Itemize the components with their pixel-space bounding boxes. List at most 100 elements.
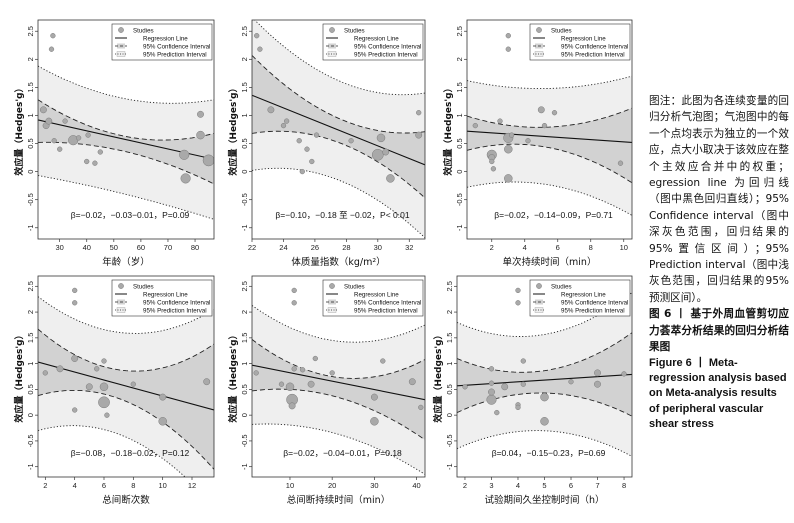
study-bubble bbox=[45, 117, 53, 125]
legend-regression-label: Regression Line bbox=[561, 291, 606, 298]
study-bubble bbox=[488, 380, 495, 386]
study-bubble bbox=[85, 132, 91, 138]
study-bubble bbox=[312, 355, 318, 362]
x-tick-label: 4 bbox=[516, 481, 520, 490]
study-bubble bbox=[285, 382, 295, 392]
y-axis-label: 效应量（Hedges'g） bbox=[432, 330, 444, 422]
study-bubble bbox=[291, 287, 297, 294]
legend-ci-label: 95% Confidence Interval bbox=[561, 43, 628, 50]
study-bubble bbox=[299, 168, 305, 175]
x-tick-label: 28 bbox=[342, 243, 350, 252]
study-bubble bbox=[515, 404, 521, 411]
legend-pi-label: 95% Prediction Interval bbox=[354, 51, 418, 58]
study-bubble bbox=[39, 106, 47, 114]
x-tick-label: 4 bbox=[523, 243, 527, 252]
study-bubble bbox=[490, 166, 497, 172]
study-bubble bbox=[594, 380, 601, 388]
y-tick-label: 1 bbox=[455, 113, 464, 117]
legend-pi-label: 95% Prediction Interval bbox=[561, 307, 625, 314]
confidence-interval-band bbox=[457, 332, 632, 417]
study-bubble bbox=[329, 370, 335, 376]
confidence-interval-band bbox=[38, 329, 214, 470]
legend-ci-label: 95% Confidence Interval bbox=[561, 299, 628, 306]
confidence-upper-line bbox=[38, 99, 214, 141]
y-tick-label: -1 bbox=[240, 463, 249, 470]
regression-line bbox=[38, 361, 214, 411]
x-tick-label: 6 bbox=[102, 481, 106, 490]
study-bubble bbox=[71, 355, 79, 362]
y-tick-label: 1 bbox=[240, 113, 249, 117]
y-tick-label: 0.5 bbox=[445, 384, 454, 394]
y-tick-label: 0 bbox=[26, 413, 35, 417]
study-bubble bbox=[515, 300, 521, 306]
axes-frame bbox=[251, 19, 426, 240]
y-tick-label: -0.5 bbox=[455, 193, 464, 206]
study-bubble bbox=[196, 130, 205, 140]
study-bubble bbox=[283, 118, 290, 124]
caption-title-zh: 图 6 丨 基于外周血管剪切应力荟萃分析结果的回归分析结果图 bbox=[649, 308, 789, 354]
y-tick-label: 1 bbox=[26, 113, 35, 117]
y-tick-label: 2 bbox=[240, 57, 249, 61]
y-tick-label: 2 bbox=[26, 310, 35, 314]
x-tick-label: 6 bbox=[569, 481, 573, 490]
panel-4: 2 4 6 8 10 12 -1 -0.5 0 0.5 1 1.5 2 2.5 总间断次数 效应量（Hedge… bbox=[13, 275, 215, 506]
y-tick-label: 2 bbox=[26, 57, 35, 61]
study-bubble bbox=[180, 173, 191, 184]
confidence-lower-line bbox=[252, 388, 425, 441]
legend-studies-label: Studies bbox=[133, 283, 154, 290]
legend-studies-label: Studies bbox=[551, 283, 572, 290]
study-bubble bbox=[617, 160, 624, 166]
legend-pi-label: 95% Prediction Interval bbox=[143, 51, 207, 58]
regression-line bbox=[457, 373, 632, 387]
axes-frame bbox=[37, 19, 215, 240]
regression-stats: β=−0.10，−0.18 至 −0.02，P< 0.01 bbox=[275, 210, 409, 220]
y-tick-label: 2.5 bbox=[445, 281, 454, 291]
study-bubble bbox=[288, 402, 296, 410]
study-bubble bbox=[197, 110, 204, 118]
study-bubble bbox=[98, 396, 110, 409]
study-bubble bbox=[494, 409, 500, 416]
study-bubble bbox=[304, 146, 310, 152]
x-tick-label: 3 bbox=[489, 481, 493, 490]
x-tick-label: 4 bbox=[73, 481, 77, 490]
y-tick-label: 0 bbox=[240, 170, 249, 174]
confidence-interval-band bbox=[467, 108, 632, 183]
study-bubble bbox=[51, 138, 57, 144]
y-axis-label: 效应量（Hedges'g） bbox=[13, 83, 25, 175]
y-tick-label: 2.5 bbox=[240, 26, 249, 36]
x-tick-label: 2 bbox=[463, 481, 467, 490]
x-tick-label: 8 bbox=[131, 481, 135, 490]
study-bubble bbox=[489, 158, 495, 165]
legend-box bbox=[529, 23, 631, 61]
x-tick-label: 8 bbox=[589, 243, 593, 252]
x-tick-label: 5 bbox=[542, 481, 546, 490]
study-bubble bbox=[488, 388, 495, 396]
x-axis-label: 年龄（岁） bbox=[102, 256, 150, 268]
x-tick-label: 60 bbox=[137, 243, 145, 252]
y-tick-label: 1.5 bbox=[445, 333, 454, 343]
x-tick-label: 10 bbox=[620, 243, 628, 252]
legend-studies-symbol bbox=[536, 283, 542, 289]
legend-regression-label: Regression Line bbox=[143, 35, 188, 42]
study-bubble bbox=[497, 118, 503, 124]
y-tick-label: 2.5 bbox=[240, 281, 249, 291]
confidence-upper-line bbox=[38, 328, 214, 372]
study-bubble bbox=[568, 379, 574, 385]
panel-3: 2 4 6 8 10 -1 -0.5 0 0.5 1 1.5 2 2.5 单次持续时间（min） 效应量（H… bbox=[442, 19, 633, 268]
study-bubble bbox=[75, 135, 82, 141]
study-bubble bbox=[92, 160, 98, 166]
y-tick-label: 1 bbox=[445, 362, 454, 366]
study-bubble bbox=[56, 365, 64, 373]
x-tick-label: 26 bbox=[311, 243, 319, 252]
x-tick-label: 32 bbox=[405, 243, 413, 252]
y-tick-label: 0.5 bbox=[455, 138, 464, 148]
plot-area bbox=[38, 33, 214, 220]
study-bubble bbox=[486, 394, 497, 405]
study-bubble bbox=[418, 404, 424, 411]
y-tick-label: 0 bbox=[445, 413, 454, 417]
axes-frame bbox=[466, 19, 633, 240]
confidence-lower-line bbox=[467, 143, 632, 184]
confidence-lower-line bbox=[38, 389, 214, 470]
y-tick-label: -0.5 bbox=[240, 193, 249, 206]
study-bubble bbox=[505, 33, 511, 39]
